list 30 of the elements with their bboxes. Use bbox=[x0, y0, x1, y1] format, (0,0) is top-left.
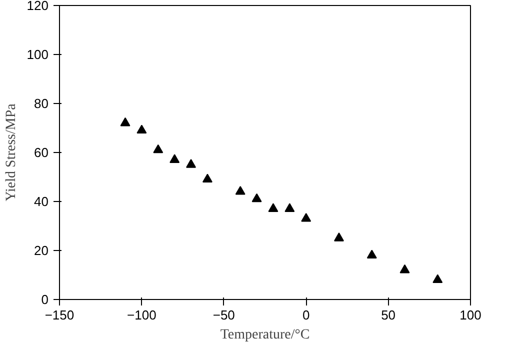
point bbox=[235, 186, 246, 195]
point bbox=[186, 159, 196, 168]
y-axis-title: Yield Stress/MPa bbox=[4, 102, 19, 202]
y-tick-label: 120 bbox=[26, 0, 49, 13]
y-tick-label: 80 bbox=[34, 96, 49, 111]
point bbox=[432, 274, 443, 283]
x-tick-label: −50 bbox=[212, 308, 235, 322]
point bbox=[153, 144, 164, 154]
point bbox=[284, 203, 295, 212]
y-tick-label: 100 bbox=[26, 47, 49, 62]
x-tick-label: −100 bbox=[127, 308, 156, 322]
point bbox=[170, 154, 180, 163]
y-tick-label: 40 bbox=[34, 194, 49, 209]
point bbox=[301, 212, 312, 222]
point bbox=[268, 203, 278, 212]
point bbox=[400, 264, 410, 274]
x-tick-label: 100 bbox=[460, 308, 482, 322]
point bbox=[252, 193, 262, 202]
point bbox=[334, 232, 344, 242]
y-tick-label: 20 bbox=[34, 243, 49, 258]
y-tick-label: 0 bbox=[41, 292, 49, 307]
point bbox=[366, 250, 377, 258]
x-tick-label: −150 bbox=[44, 308, 74, 322]
y-tick-label: 60 bbox=[34, 145, 49, 160]
point bbox=[202, 174, 212, 183]
point bbox=[120, 117, 130, 126]
x-tick-label: 50 bbox=[381, 308, 396, 322]
x-axis-title: Temperature/°C bbox=[220, 328, 310, 342]
x-tick-label: 0 bbox=[302, 308, 310, 322]
point bbox=[136, 124, 147, 134]
